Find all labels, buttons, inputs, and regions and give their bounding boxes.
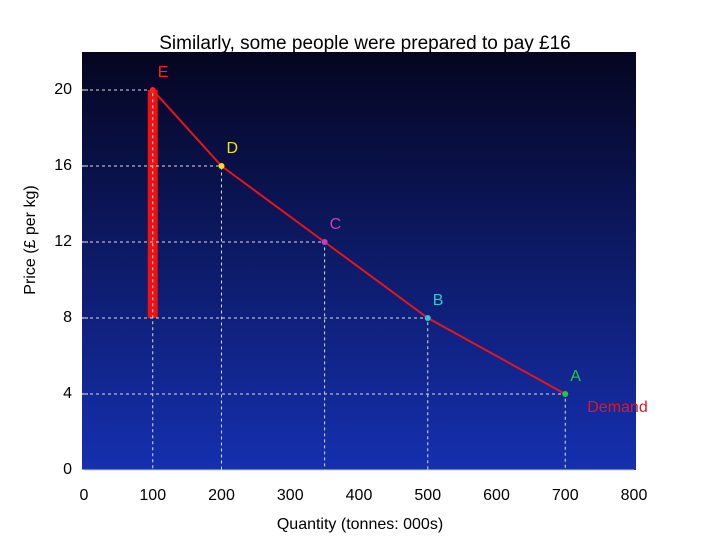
point-label: C	[330, 216, 342, 233]
x-tick-label: 600	[483, 487, 510, 504]
point	[321, 239, 328, 245]
series-label: Demand	[587, 399, 647, 416]
x-tick-label: 800	[621, 487, 648, 504]
plot-area	[82, 52, 636, 470]
x-tick-label: 100	[139, 487, 166, 504]
y-tick-label: 4	[63, 385, 72, 402]
point-label: B	[433, 292, 444, 309]
y-tick-label: 0	[63, 461, 72, 478]
point-label: A	[570, 368, 581, 385]
x-tick-label: 0	[80, 487, 89, 504]
point	[149, 87, 156, 93]
x-tick-label: 500	[414, 487, 441, 504]
y-tick-label: 16	[54, 157, 72, 174]
x-tick-label: 400	[346, 487, 373, 504]
point	[218, 163, 225, 169]
point-label: E	[158, 64, 169, 81]
point	[562, 391, 569, 397]
point	[424, 315, 431, 321]
x-axis-label: Quantity (tonnes: 000s)	[277, 516, 443, 533]
x-tick-label: 300	[277, 487, 304, 504]
chart-title: Similarly, some people were prepared to …	[159, 33, 571, 54]
x-tick-label: 200	[208, 487, 235, 504]
y-tick-label: 12	[54, 233, 72, 250]
point-label: D	[227, 140, 239, 157]
y-tick-label: 8	[63, 309, 72, 326]
y-axis-label: Price (£ per kg)	[22, 185, 39, 294]
x-tick-label: 700	[552, 487, 579, 504]
y-tick-label: 20	[54, 81, 72, 98]
